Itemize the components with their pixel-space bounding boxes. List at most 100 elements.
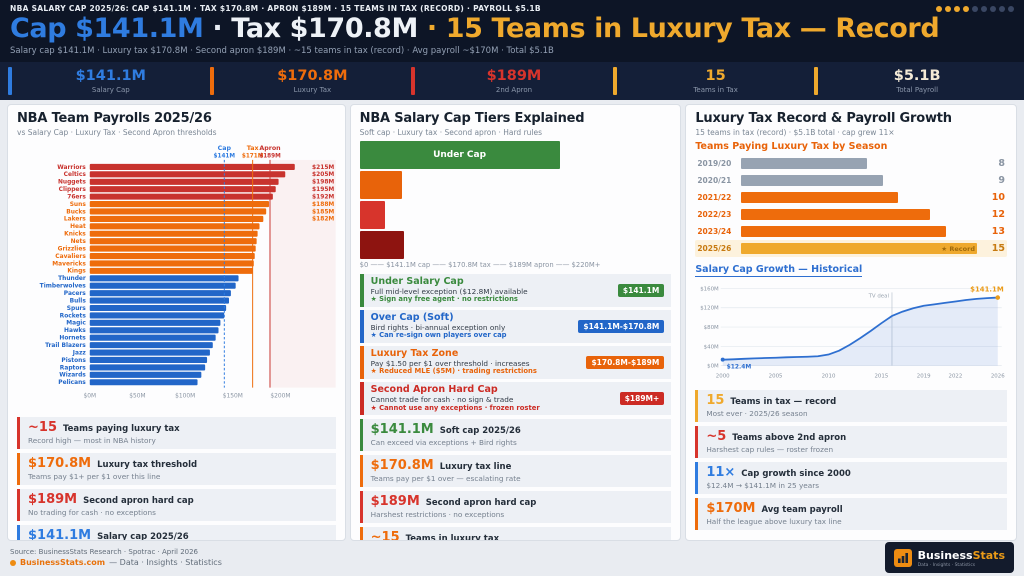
payroll-bar [89,223,260,230]
season-value: 8 [998,157,1005,169]
payroll-bar [89,178,279,185]
team-label: Kings [67,269,86,275]
payroll-value-label: $188M [312,202,334,208]
threshold-name: Tax [247,145,259,152]
stat-label: Teams in luxury tax [405,534,500,542]
threshold-name: Apron [259,145,280,152]
y-tick: $0M [707,363,719,369]
tier-cards: Under Salary Cap Full mid-level exception… [359,273,672,416]
kpi-accent [209,67,214,96]
payroll-bar [89,275,239,282]
title-part: · [417,13,446,44]
brand-link[interactable]: BusinessStats.com [20,558,106,568]
team-label: Magic [66,321,86,327]
logo-tagline: Data · Insights · Statistics [917,563,976,569]
payroll-bar [89,208,267,215]
stat-subtext: Harshest cap rules — roster frozen [706,444,834,454]
team-label: Heat [70,224,86,230]
kpi-cell: $5.1B Total Payroll [814,66,1016,96]
x-tick: 2000 [716,373,730,379]
dot-active [963,5,969,12]
team-label: Bulls [70,298,87,304]
kpi-body: $141.1M Salary Cap [12,68,210,94]
stat-value: $170M [706,500,756,516]
payroll-value-label: $198M [312,179,334,185]
tier-card-body: Second Apron Hard Cap Cannot trade for ca… [370,384,620,412]
ticker-bar: NBA SALARY CAP 2025/26: CAP $141.1M · TA… [10,4,1014,13]
kpi-strip: $141.1M Salary Cap $170.8M Luxury Tax $189M 2… [0,62,1024,101]
kpi-label: Salary Cap [91,85,130,94]
stat-line: $170.8M Luxury tax threshold [28,456,328,471]
growth-stats: 15 Teams in tax — record Most ever · 2025/… [695,389,1007,530]
threshold-name: Cap [218,145,232,152]
stat-label: Cap growth since 2000 [741,468,851,479]
tier-range-badge: $141.1M [617,283,665,297]
season-bar [741,208,930,220]
team-label: Timberwolves [40,283,87,289]
stat-row: ~15 Teams paying luxury tax Record high — … [17,416,336,449]
stat-value: 11× [706,464,736,480]
payroll-bar [89,334,216,341]
x-tick: $50M [129,393,145,399]
stat-subtext: Record high — most in NBA history [28,435,156,445]
stat-row: $170M Avg team payroll Half the league abo… [695,497,1007,530]
team-label: Hornets [59,335,86,341]
team-payrolls-chart: Warriors $215M Celtics $205M Nuggets $198M Cli… [17,141,336,413]
section-title-cap-growth: Salary Cap Growth — Historical [695,263,863,277]
stat-value: 15 [706,392,725,408]
kpi-cell: $170.8M Luxury Tax [209,66,412,96]
kpi-cell: $141.1M Salary Cap [8,66,210,96]
title-part: Tax $170.8M [231,13,418,44]
season-label: 2019/20 [697,158,732,168]
payroll-value-label: $215M [312,165,334,171]
stat-line: ~15 Teams paying luxury tax [28,420,328,435]
tier-rule: ★ Reduced MLE ($5M) · trading restrictio… [370,367,537,376]
payroll-bar [89,297,229,304]
stat-value: ~15 [370,530,400,542]
payroll-bar [89,341,213,348]
season-bar-track: ★ Record [741,242,977,254]
cap-growth-line [722,296,999,361]
stat-value: ~15 [28,419,57,435]
stat-subtext: $12.4M → $141.1M in 25 years [706,480,820,490]
payroll-bar [89,215,264,222]
kpi-body: 15 Teams in Tax [617,68,815,94]
tier-description: Cannot trade for cash · no sign & trade [370,395,514,405]
area-fill [723,297,999,366]
title-part: 15 Teams in Luxury Tax — Record [445,13,940,44]
stat-label: Teams paying luxury tax [62,423,180,434]
x-tick: 2005 [769,373,783,379]
kpi-value: $5.1B [893,67,941,84]
payroll-bar [89,230,258,237]
page-title: Cap $141.1M · Tax $170.8M · 15 Teams in … [10,13,1014,44]
season-bar-track [741,191,977,203]
end-point [995,295,1001,300]
x-tick: $200M [270,393,290,399]
team-label: Celtics [64,172,87,178]
payroll-value-label: $185M [312,209,334,215]
kpi-accent [8,67,12,96]
source-text: Source: BusinessStats Research · Spotrac… [10,548,199,557]
kpi-cell: $189M 2nd Apron [411,66,613,96]
tier-description: Pay $1.50 per $1 over threshold · increa… [370,359,530,368]
team-label: Nets [71,239,87,245]
tier-name: Luxury Tax Zone [370,348,459,360]
record-annotation: ★ Record [941,244,975,253]
payroll-bar [89,252,255,259]
season-bar-track [741,157,977,169]
season-bar-track [741,174,977,186]
tier-bar-label: Under Cap [433,149,487,160]
tier-range-badge: $170.8M-$189M [586,356,665,370]
stat-label: Teams above 2nd apron [732,432,847,443]
stat-subtext: No trading for cash · no exceptions [28,507,156,517]
stat-value: $170.8M [370,458,434,474]
y-tick: $80M [704,325,719,331]
payroll-bar [89,289,231,297]
stat-subtext: Teams pay per $1 over — escalating rate [370,474,521,484]
stat-line: ~15 Teams in luxury tax [370,530,664,542]
y-tick: $160M [701,286,720,292]
season-bar [741,191,899,203]
x-tick: $150M [223,393,243,399]
